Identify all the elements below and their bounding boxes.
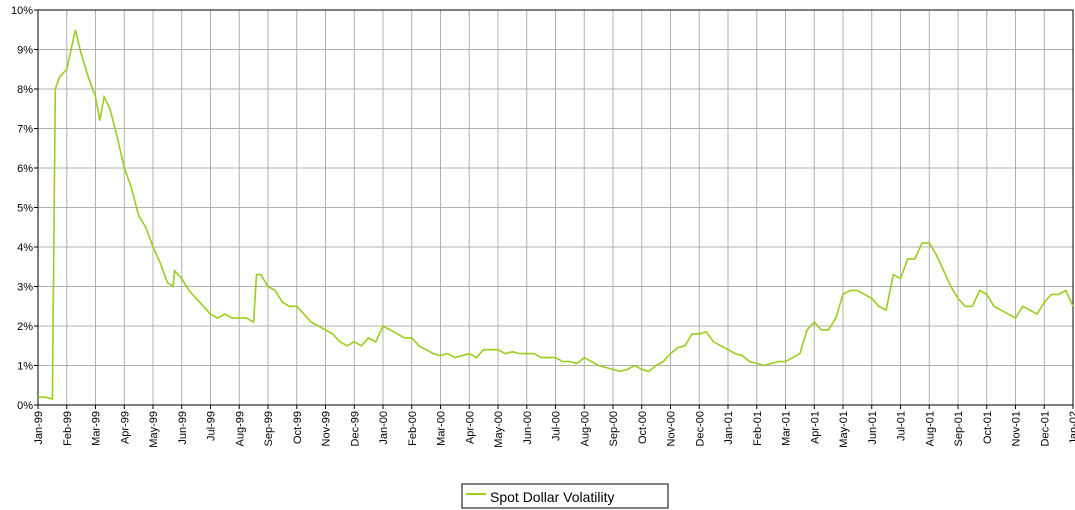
x-tick-label: Nov-99 (321, 411, 333, 446)
legend-box (461, 483, 669, 509)
x-tick-label: Oct-01 (982, 411, 994, 444)
x-tick-label: Feb-99 (62, 411, 74, 446)
y-tick-label: 10% (11, 5, 33, 17)
y-tick-label: 7% (17, 124, 33, 136)
x-tick-label: Apr-01 (809, 411, 821, 444)
series-line (38, 29, 1074, 401)
x-tick-label: Aug-00 (579, 411, 591, 446)
plot-frame (37, 9, 1074, 406)
x-tick-label: Jun-00 (522, 411, 534, 445)
x-tick-label: May-99 (148, 411, 160, 448)
y-tick-label: 0% (17, 400, 33, 412)
x-tick-label: Jan-00 (378, 411, 390, 445)
x-tick-label: Mar-99 (91, 411, 103, 446)
legend-label: Spot Dollar Volatility (490, 489, 615, 505)
x-tick-label: Jul-99 (206, 411, 218, 441)
x-tick-label: Apr-00 (464, 411, 476, 444)
x-tick-label: Sep-00 (608, 411, 620, 446)
y-tick-label: 2% (17, 321, 33, 333)
x-tick-label: Aug-99 (234, 411, 246, 446)
x-tick-label: Oct-99 (292, 411, 304, 444)
x-tick-label: Nov-00 (666, 411, 678, 446)
x-tick-label: Nov-01 (1011, 411, 1023, 446)
x-tick-label: Sep-01 (953, 411, 965, 446)
x-tick-label: May-01 (838, 411, 850, 448)
x-tick-label: Feb-01 (752, 411, 764, 446)
x-tick-label: Jan-99 (33, 411, 45, 445)
x-tick-label: Oct-00 (637, 411, 649, 444)
x-tick-label: Dec-00 (694, 411, 706, 446)
y-tick-label: 9% (17, 45, 33, 57)
x-tick-label: May-00 (493, 411, 505, 448)
x-tick-label: Mar-00 (436, 411, 448, 446)
x-tick-label: Aug-01 (924, 411, 936, 446)
x-tick-label: Jun-99 (177, 411, 189, 445)
x-tick-label: Apr-99 (119, 411, 131, 444)
y-tick-label: 5% (17, 203, 33, 215)
y-tick-label: 1% (17, 361, 33, 373)
x-tick-label: Jul-01 (896, 411, 908, 441)
y-tick-label: 3% (17, 282, 33, 294)
x-tick-label: Dec-01 (1039, 411, 1051, 446)
x-tick-label: Jan-02 (1068, 411, 1075, 445)
y-tick-label: 4% (17, 242, 33, 254)
x-tick-label: Jul-00 (551, 411, 563, 441)
x-tick-label: Mar-01 (781, 411, 793, 446)
y-tick-label: 8% (17, 84, 33, 96)
x-tick-label: Sep-99 (263, 411, 275, 446)
legend: Spot Dollar Volatility (461, 483, 669, 509)
x-tick-label: Feb-00 (407, 411, 419, 446)
x-tick-label: Dec-99 (349, 411, 361, 446)
x-tick-label: Jun-01 (867, 411, 879, 445)
x-tick-label: Jan-01 (723, 411, 735, 445)
y-tick-label: 6% (17, 163, 33, 175)
